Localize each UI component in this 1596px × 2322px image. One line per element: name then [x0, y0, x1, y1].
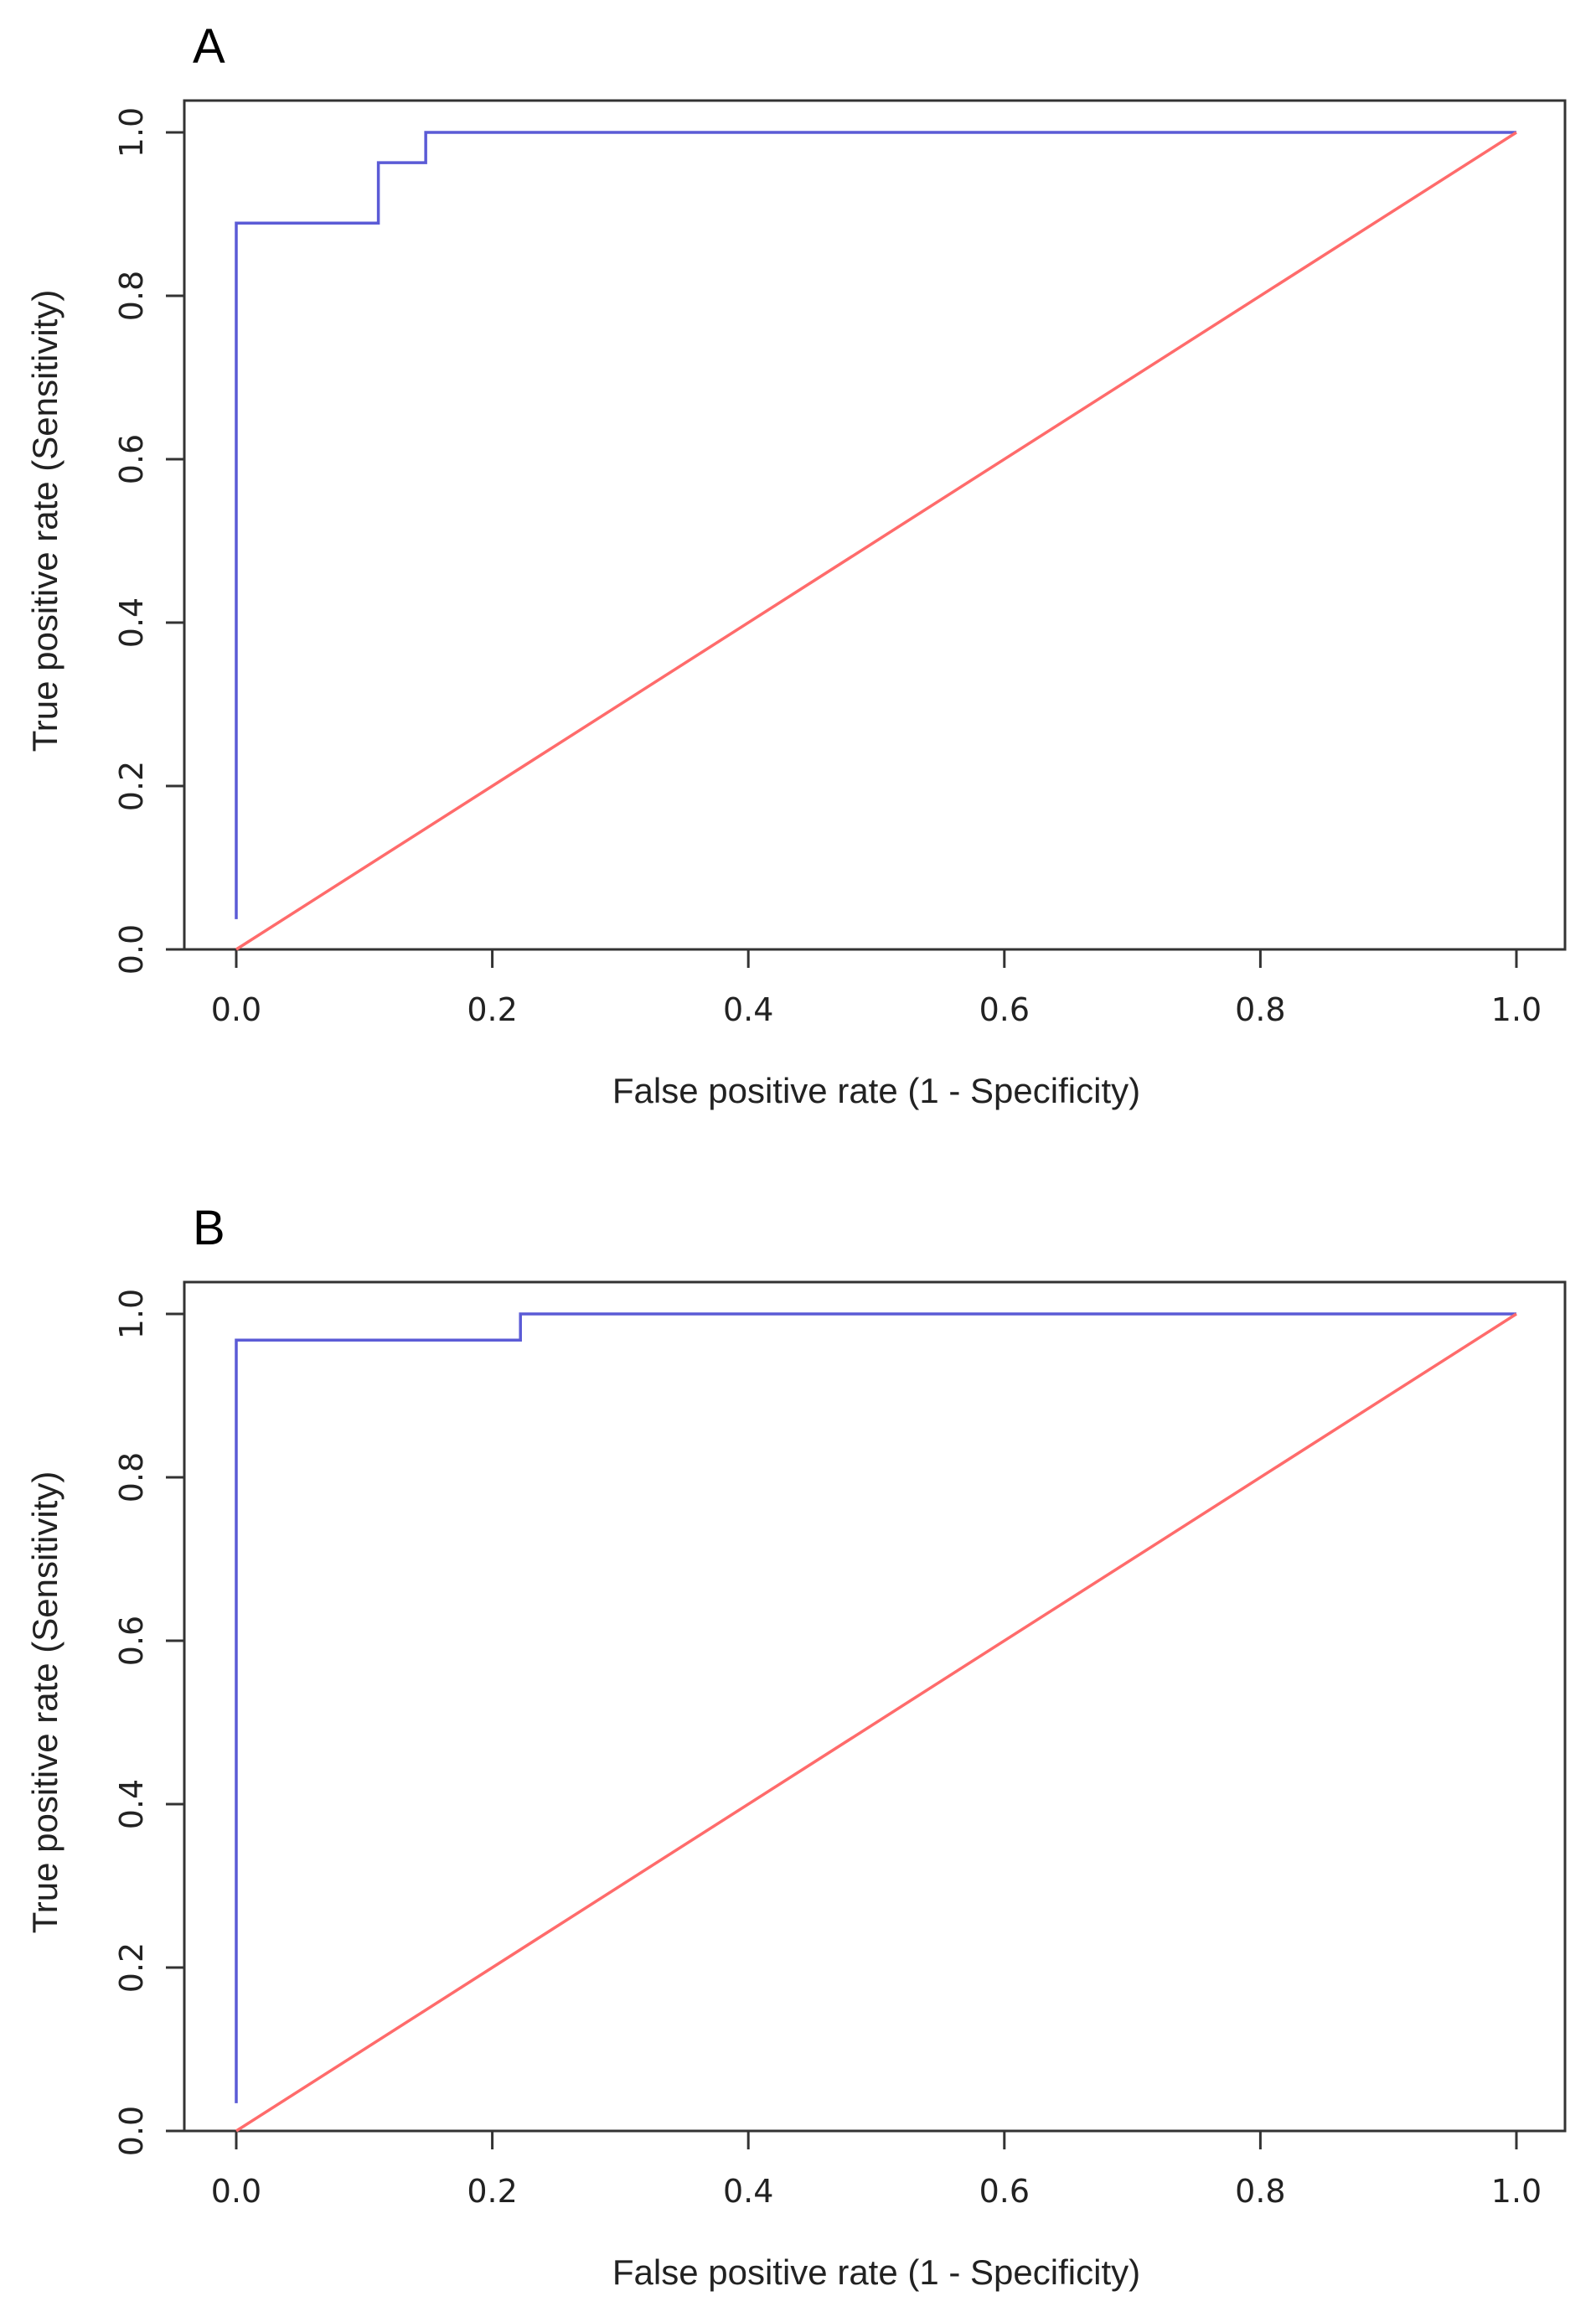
y-tick-label: 0.6 — [113, 1616, 150, 1666]
x-tick-label: 0.0 — [211, 2173, 261, 2210]
x-tick-label: 0.8 — [1235, 2173, 1285, 2210]
y-tick-label: 0.4 — [113, 597, 150, 648]
y-tick-label: 0.2 — [113, 761, 150, 811]
x-tick-label: 1.0 — [1491, 991, 1542, 1028]
x-tick-label: 0.2 — [467, 2173, 517, 2210]
x-tick-label: 0.4 — [723, 991, 773, 1028]
panel-b: B 0.0 0.2 0.4 0.6 0.8 1.0 0.0 0.2 0.4 0.6 0.8 1.0 Fal… — [25, 1201, 1567, 2292]
y-tick-label: 0.6 — [113, 434, 150, 484]
roc-curve-line — [235, 131, 1516, 919]
y-tick-label: 0.0 — [113, 924, 150, 975]
y-tick-label: 0.2 — [113, 1942, 150, 1993]
x-tick-label: 0.4 — [723, 2173, 773, 2210]
plot-frame — [183, 1280, 1567, 2133]
plot-frame — [183, 99, 1567, 951]
y-axis-title: True positive rate (Sensitivity) — [25, 1471, 65, 1934]
panel-label: B — [193, 1201, 225, 1255]
reference-line — [235, 131, 1517, 951]
y-tick-label: 0.0 — [113, 2106, 150, 2156]
roc-curve-line — [235, 1312, 1516, 2103]
x-tick-label: 0.8 — [1235, 991, 1285, 1028]
y-tick-label: 0.8 — [113, 1452, 150, 1502]
x-tick-label: 0.0 — [211, 991, 261, 1028]
x-tick-label: 0.6 — [979, 2173, 1030, 2210]
y-axis-title: True positive rate (Sensitivity) — [25, 290, 65, 752]
y-tick-label: 1.0 — [113, 107, 150, 158]
y-tick-label: 0.4 — [113, 1779, 150, 1829]
x-axis-title: False positive rate (1 - Specificity) — [612, 2252, 1140, 2292]
panel-label: A — [193, 19, 225, 74]
y-tick-label: 1.0 — [113, 1289, 150, 1339]
x-tick-label: 1.0 — [1491, 2173, 1542, 2210]
x-tick-label: 0.2 — [467, 991, 517, 1028]
x-tick-label: 0.6 — [979, 991, 1030, 1028]
panel-a: A 0.0 0.2 0.4 0.6 0.8 1.0 0.0 0.2 0.4 0.6 0.8 1.0 Fal… — [25, 19, 1567, 1110]
reference-line — [235, 1312, 1517, 2133]
y-tick-label: 0.8 — [113, 271, 150, 321]
x-axis-title: False positive rate (1 - Specificity) — [612, 1071, 1140, 1110]
